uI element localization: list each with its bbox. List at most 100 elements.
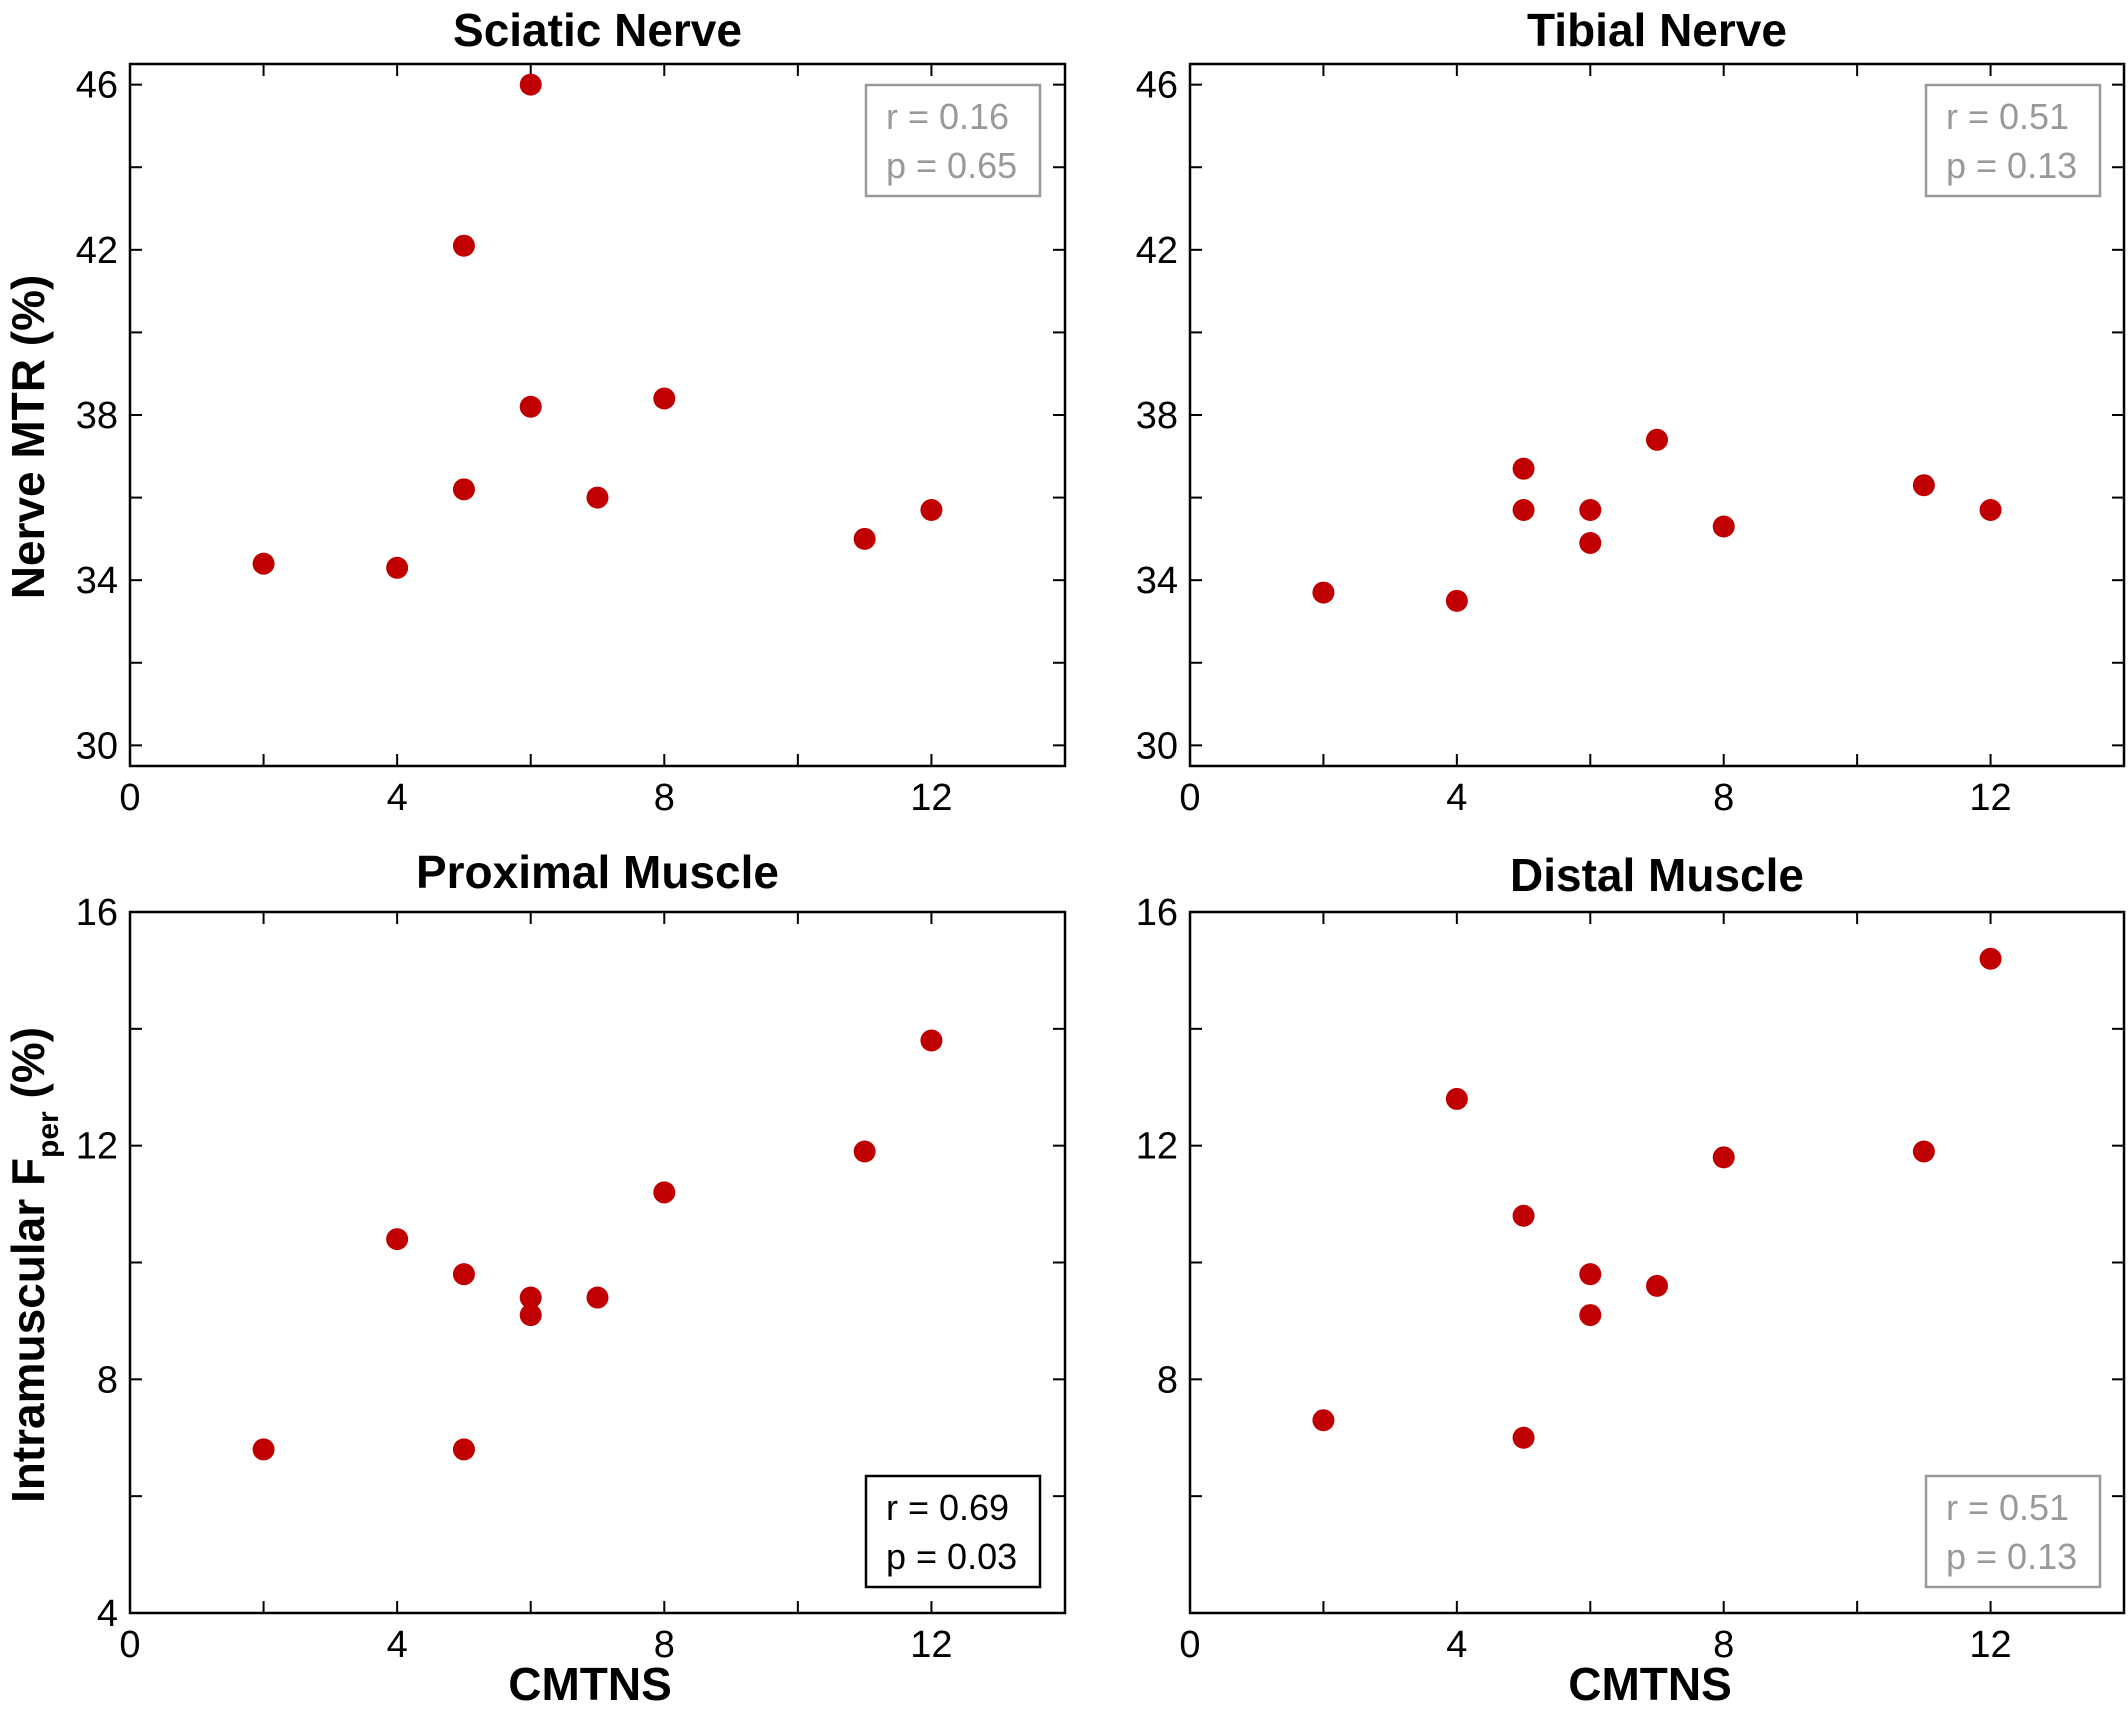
panel-title: Proximal Muscle [416, 846, 779, 898]
stats-r: r = 0.16 [886, 96, 1009, 137]
y-tick-label: 8 [1157, 1359, 1178, 1401]
panel-tibial-nerve: Tibial Nerve 0 4 8 12 30 34 38 42 46 r = 0.51 p = 0… [1136, 4, 2126, 819]
x-tick-label: 12 [910, 777, 952, 819]
x-tick-label: 12 [1969, 777, 2011, 819]
x-axis-title-left: CMTNS [508, 1658, 672, 1710]
x-tick-label: 0 [1179, 1624, 1200, 1666]
data-point [386, 1228, 409, 1251]
data-point [252, 552, 275, 575]
stats-box: r = 0.69 p = 0.03 [864, 1474, 1042, 1589]
data-point [586, 1286, 609, 1309]
data-point [519, 1286, 542, 1309]
y-axis-title-top: Nerve MTR (%) [2, 275, 54, 600]
data-point [452, 234, 475, 257]
stats-p: p = 0.65 [886, 145, 1017, 186]
data-point [519, 395, 542, 418]
x-tick-label: 8 [1713, 777, 1734, 819]
x-tick-label: 12 [1969, 1624, 2011, 1666]
data-point [1912, 474, 1935, 497]
y-tick-label: 30 [76, 725, 118, 767]
y-tick-label: 38 [76, 395, 118, 437]
x-tick-label: 0 [119, 777, 140, 819]
stats-box: r = 0.51 p = 0.13 [1924, 1474, 2102, 1589]
data-point [1445, 1087, 1468, 1110]
data-point [1646, 1274, 1668, 1297]
panel-title: Sciatic Nerve [453, 4, 742, 56]
data-point [1579, 498, 1602, 521]
data-point [1912, 1140, 1935, 1163]
y-tick-label: 46 [1136, 65, 1178, 107]
x-tick-label: 8 [1713, 1624, 1734, 1666]
data-point [1579, 532, 1602, 555]
data-point [452, 1438, 475, 1461]
data-point [1512, 1204, 1535, 1227]
data-point [920, 498, 943, 521]
x-tick-label: 12 [910, 1624, 952, 1666]
data-point [1979, 498, 2002, 521]
y-axis-title-bottom-unit: (%) [2, 1027, 54, 1111]
x-tick-label: 8 [654, 1624, 675, 1666]
data-point [920, 1029, 943, 1052]
stats-r: r = 0.51 [1946, 96, 2069, 137]
x-tick-label: 0 [119, 1624, 140, 1666]
y-tick-label: 12 [1136, 1126, 1178, 1168]
panel-sciatic-nerve: Sciatic Nerve 0 4 8 12 30 34 38 42 46 r = 0.16 p = … [76, 4, 1067, 819]
y-tick-label: 4 [97, 1593, 118, 1635]
y-axis-title-bottom-subscript: per [32, 1111, 65, 1158]
data-point [1579, 1304, 1602, 1327]
data-point [1312, 1409, 1335, 1432]
stats-box: r = 0.16 p = 0.65 [864, 83, 1042, 198]
x-tick-label: 0 [1179, 777, 1200, 819]
y-tick-label: 8 [97, 1359, 118, 1401]
y-tick-label: 34 [1136, 560, 1178, 602]
data-point [1979, 947, 2002, 970]
data-point [452, 478, 475, 501]
x-axis-title-right: CMTNS [1568, 1658, 1732, 1710]
stats-p: p = 0.13 [1946, 1536, 2077, 1577]
data-point [519, 1304, 542, 1327]
data-point [1646, 428, 1668, 451]
y-axis-title-bottom-main: Intramuscular F [2, 1158, 54, 1503]
y-axis-title-bottom: Intramuscular Fper (%) [2, 1027, 65, 1503]
x-tick-label: 4 [1446, 777, 1467, 819]
y-tick-label: 16 [1136, 892, 1178, 934]
data-point [452, 1263, 475, 1286]
data-point [586, 486, 609, 509]
data-point [653, 387, 676, 410]
y-tick-label: 34 [76, 560, 118, 602]
y-tick-label: 16 [76, 892, 118, 934]
panel-title: Tibial Nerve [1527, 4, 1787, 56]
data-point [252, 1438, 275, 1461]
y-tick-label: 42 [76, 230, 118, 272]
panel-title: Distal Muscle [1510, 849, 1804, 901]
stats-r: r = 0.69 [886, 1487, 1009, 1528]
stats-box-border [864, 1474, 1042, 1589]
data-point [1512, 1426, 1535, 1449]
x-tick-label: 4 [387, 777, 408, 819]
data-point [1579, 1263, 1602, 1286]
panel-distal-muscle: Distal Muscle 0 4 8 12 8 12 16 r = 0.51 p = 0.13 [1136, 849, 2126, 1666]
stats-box-border [1924, 83, 2102, 198]
data-point [1445, 589, 1468, 612]
y-tick-label: 42 [1136, 230, 1178, 272]
stats-p: p = 0.13 [1946, 145, 2077, 186]
y-tick-label: 38 [1136, 395, 1178, 437]
data-point [1712, 515, 1735, 538]
x-tick-label: 8 [654, 777, 675, 819]
y-tick-label: 46 [76, 65, 118, 107]
data-point [1512, 498, 1535, 521]
data-point [1312, 581, 1335, 604]
stats-box-border [1924, 1474, 2102, 1589]
stats-r: r = 0.51 [1946, 1487, 2069, 1528]
data-point [853, 1140, 876, 1163]
y-tick-label: 12 [76, 1126, 118, 1168]
data-point [853, 527, 876, 550]
data-point [519, 73, 542, 96]
stats-box: r = 0.51 p = 0.13 [1924, 83, 2102, 198]
x-tick-label: 4 [1446, 1624, 1467, 1666]
stats-p: p = 0.03 [886, 1536, 1017, 1577]
stats-box-border [864, 83, 1042, 198]
